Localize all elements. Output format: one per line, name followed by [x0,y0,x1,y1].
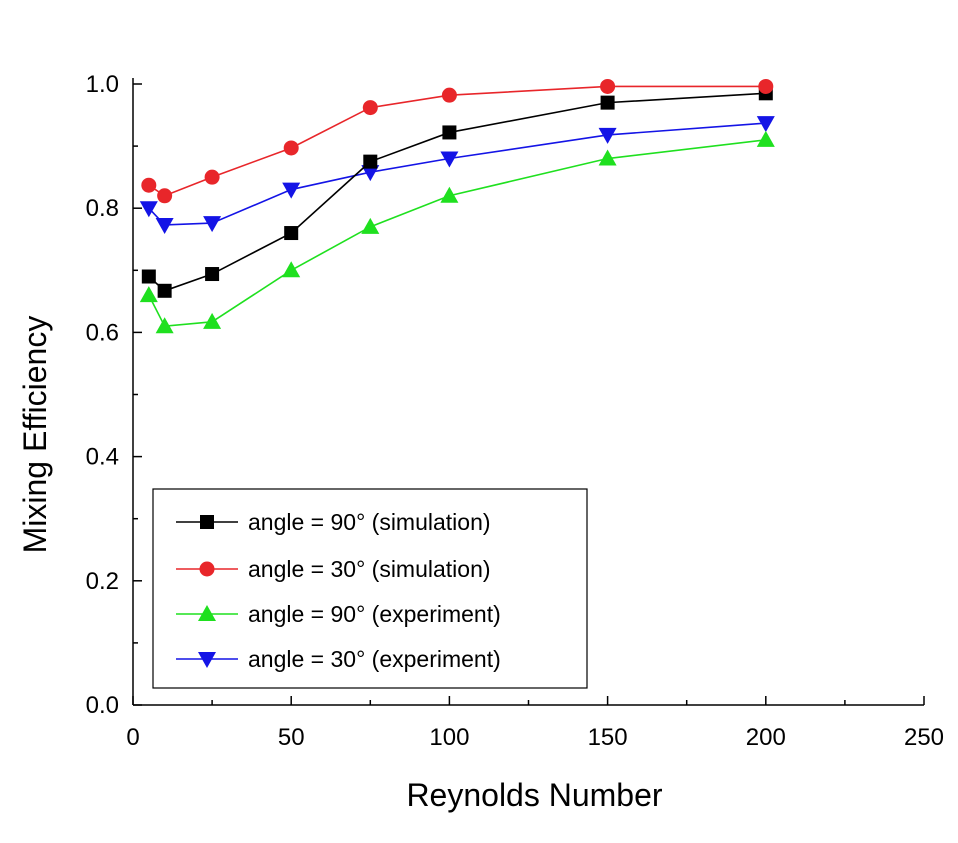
y-axis-title: Mixing Efficiency [17,316,53,554]
data-point [600,95,615,110]
series-line [148,85,766,197]
legend-label: angle = 30° (simulation) [248,556,491,582]
data-point [155,317,174,334]
y-tick-label: 0.6 [86,319,119,346]
x-tick-label: 250 [904,724,944,751]
data-point [362,100,378,116]
data-point [282,261,301,278]
data-point [205,267,220,282]
data-point [284,226,299,241]
x-tick-label: 100 [429,724,469,751]
data-point [141,177,157,193]
data-point [157,188,173,204]
data-point [598,149,617,166]
data-point [361,217,380,234]
y-tick-label: 1.0 [86,71,119,98]
legend-label: angle = 30° (experiment) [248,646,501,672]
data-point [203,312,222,329]
series-layer [139,78,775,334]
y-tick-label: 0.8 [86,195,119,222]
data-point [758,78,774,94]
series-2 [139,130,775,334]
data-point [756,116,775,133]
data-point [756,130,775,147]
y-tick-label: 0.0 [86,692,119,719]
data-point [155,217,174,234]
series-line [148,122,766,226]
legend-label: angle = 90° (simulation) [248,509,491,535]
data-point [440,151,459,168]
data-point [363,154,378,169]
data-point [361,165,380,182]
data-point [157,283,172,298]
x-tick-label: 150 [588,724,628,751]
data-point [139,286,158,303]
data-point [282,182,301,199]
data-point [442,125,457,140]
series-line [148,139,766,328]
x-axis-title: Reynolds Number [406,777,662,813]
data-point [600,78,616,94]
x-tick-label: 0 [126,724,139,751]
legend-marker [198,652,216,668]
legend-marker [199,561,215,577]
series-3 [139,116,775,234]
data-point [283,140,299,156]
data-point [598,127,617,144]
data-point [440,186,459,203]
legend-label: angle = 90° (experiment) [248,601,501,627]
x-tick-label: 50 [278,724,305,751]
series-1 [141,78,774,204]
y-tick-label: 0.4 [86,444,119,471]
x-tick-label: 200 [746,724,786,751]
series-line [148,92,766,292]
legend-marker [198,605,216,621]
series-0 [141,86,773,298]
legend-marker [200,515,214,529]
data-point [203,216,222,233]
data-point [141,269,156,284]
legend: angle = 90° (simulation) angle = 30° (sim… [152,488,588,689]
data-point [204,169,220,185]
data-point [139,201,158,218]
data-point [441,87,457,103]
ticks: 0 50 100 150 200 250 0.0 0.2 0.4 0.6 0.8 1.0 [86,71,944,751]
y-tick-label: 0.2 [86,568,119,595]
